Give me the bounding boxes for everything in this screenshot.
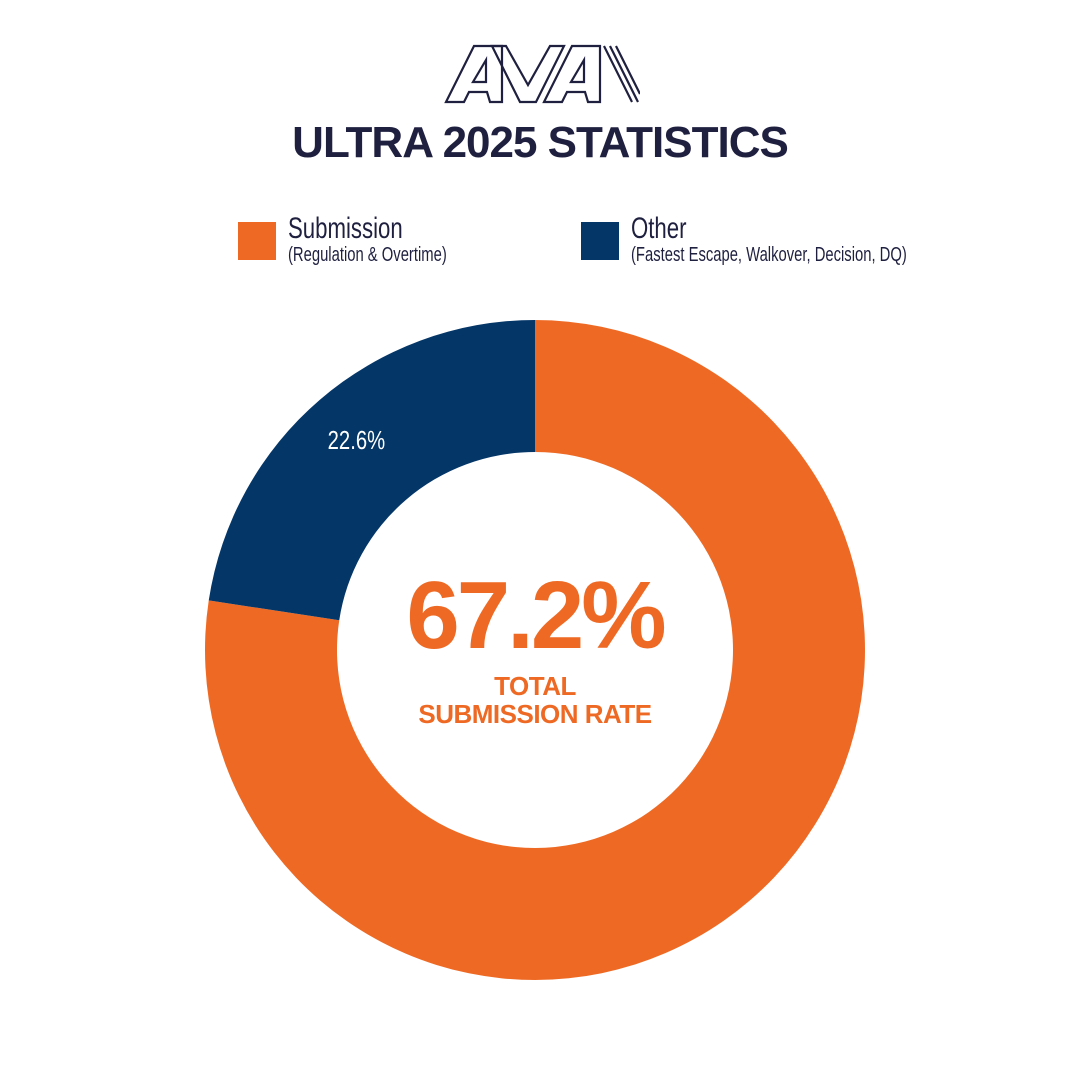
page-title: ULTRA 2025 STATISTICS (292, 118, 789, 167)
legend-note-submission: (Regulation & Overtime) (288, 244, 447, 266)
legend-swatch-submission (238, 222, 276, 260)
data-label-other: 22.6% (328, 426, 385, 455)
legend-note-other: (Fastest Escape, Walkover, Decision, DQ) (631, 244, 907, 266)
center-value: 67.2% (406, 562, 666, 669)
center-label: TOTAL SUBMISSION RATE (418, 671, 652, 729)
legend-swatch-other (581, 222, 619, 260)
ava-logo (444, 44, 640, 104)
legend-item-other: Other (Fastest Escape, Walkover, Decisio… (581, 214, 1004, 266)
donut-slice-other (208, 320, 535, 621)
legend-item-submission: Submission (Regulation & Overtime) (238, 214, 503, 266)
legend-label-other: Other (631, 212, 687, 245)
legend-label-submission: Submission (288, 212, 403, 245)
donut-slice-submission (205, 320, 865, 980)
